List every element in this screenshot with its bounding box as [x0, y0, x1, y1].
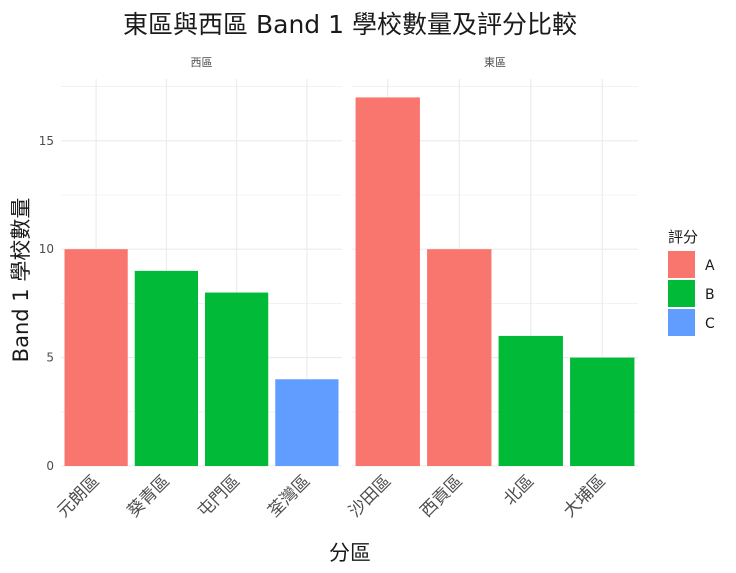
- panel-strip-label: 西區: [191, 56, 213, 69]
- x-tick-label: 大埔區: [560, 471, 610, 521]
- bar: [356, 97, 420, 466]
- chart-title: 東區與西區 Band 1 學校數量及評分比較: [123, 10, 577, 39]
- legend: 評分 ABC: [668, 228, 715, 336]
- y-tick-label: 0: [46, 459, 54, 473]
- bar: [570, 358, 634, 466]
- bar: [427, 249, 491, 466]
- bar: [275, 379, 338, 466]
- x-tick-label: 北區: [500, 471, 538, 509]
- x-tick-label: 元朗區: [53, 471, 103, 521]
- x-tick-label: 荃灣區: [264, 471, 314, 521]
- legend-label: C: [705, 316, 715, 332]
- y-tick-label: 15: [39, 134, 54, 148]
- legend-key-c: [668, 309, 695, 336]
- y-tick-label: 5: [46, 351, 54, 365]
- y-axis-title: Band 1 學校數量: [9, 198, 33, 363]
- legend-key-a: [668, 251, 695, 278]
- legend-label: B: [705, 287, 715, 303]
- x-tick-label: 葵青區: [124, 471, 174, 521]
- y-tick-label: 10: [39, 242, 54, 256]
- legend-key-b: [668, 280, 695, 307]
- legend-label: A: [705, 258, 715, 274]
- x-tick-label: 屯門區: [194, 471, 244, 521]
- bar: [499, 336, 563, 466]
- legend-title: 評分: [668, 228, 698, 246]
- bar: [65, 249, 128, 466]
- x-axis-title: 分區: [329, 541, 371, 565]
- x-tick-label: 沙田區: [345, 471, 395, 521]
- panel-strip-label: 東區: [484, 56, 506, 69]
- x-tick-label: 西貢區: [417, 471, 467, 521]
- bar: [205, 293, 268, 466]
- bar: [135, 271, 198, 466]
